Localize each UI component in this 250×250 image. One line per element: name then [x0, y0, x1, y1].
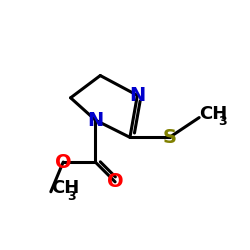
Text: N: N	[129, 86, 146, 105]
Text: CH: CH	[199, 105, 228, 123]
Text: S: S	[162, 128, 176, 147]
Text: CH: CH	[51, 179, 79, 197]
Text: O: O	[107, 172, 124, 191]
Text: O: O	[55, 152, 72, 172]
Text: 3: 3	[67, 190, 76, 203]
Text: 3: 3	[218, 115, 226, 128]
Text: N: N	[87, 110, 104, 130]
